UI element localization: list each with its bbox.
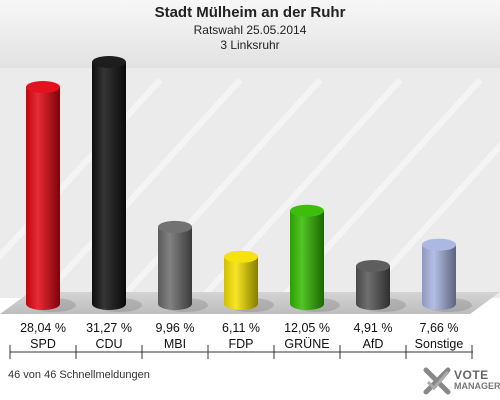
bar-top: [356, 260, 390, 273]
bar-body: [158, 226, 192, 310]
bar-body: [290, 210, 324, 310]
logo-text-manager: MANAGER: [454, 381, 500, 391]
value-label-mbi: 9,96 %: [155, 321, 195, 335]
category-label-mbi: MBI: [163, 337, 187, 351]
vote-manager-logo: VOTE MANAGER: [422, 366, 500, 396]
value-label-cdu: 31,27 %: [86, 321, 132, 335]
bar-body: [26, 86, 60, 310]
category-label-afd: AfD: [362, 337, 384, 351]
x-axis: [9, 345, 473, 359]
value-label-spd: 28,04 %: [20, 321, 66, 335]
header-background: [0, 0, 500, 68]
chart-subtitle-date: Ratswahl 25.05.2014: [193, 23, 307, 37]
bar-body: [224, 256, 258, 310]
bar-spd: [26, 80, 76, 312]
bar-mbi: [158, 220, 208, 312]
bar-body: [356, 266, 390, 310]
bar-body: [92, 62, 126, 310]
chart-wall: [0, 68, 500, 303]
bar-afd: [356, 260, 406, 312]
bars: [26, 56, 472, 312]
ballot-check-icon: [423, 367, 451, 395]
bar-fdp: [224, 250, 274, 312]
category-label-cdu: CDU: [95, 337, 123, 351]
footer-report-count: 46 von 46 Schnellmeldungen: [8, 369, 150, 381]
value-label-fdp: 6,11 %: [222, 321, 260, 335]
logo-text-vote: VOTE: [454, 368, 489, 382]
category-label-sonstige: Sonstige: [414, 337, 464, 351]
value-label-sonstige: 7,66 %: [419, 321, 459, 335]
category-label-fdp: FDP: [228, 337, 254, 351]
value-label-grüne: 12,05 %: [284, 321, 330, 335]
chart-title: Stadt Mülheim an der Ruhr: [154, 4, 346, 21]
bar-top: [224, 250, 258, 263]
bar-top: [290, 204, 324, 217]
bar-grüne: [290, 204, 340, 312]
bar-top: [26, 80, 60, 93]
value-label-afd: 4,91 %: [353, 321, 393, 335]
category-label-spd: SPD: [30, 337, 56, 351]
bar-top: [92, 56, 126, 68]
bar-top: [422, 238, 456, 251]
chart-subtitle-district: 3 Linksruhr: [220, 38, 280, 52]
bar-top: [158, 220, 192, 233]
bar-body: [422, 244, 456, 310]
category-label-grüne: GRÜNE: [284, 337, 330, 351]
bar-cdu: [92, 56, 142, 312]
bar-sonstige: [422, 238, 472, 312]
